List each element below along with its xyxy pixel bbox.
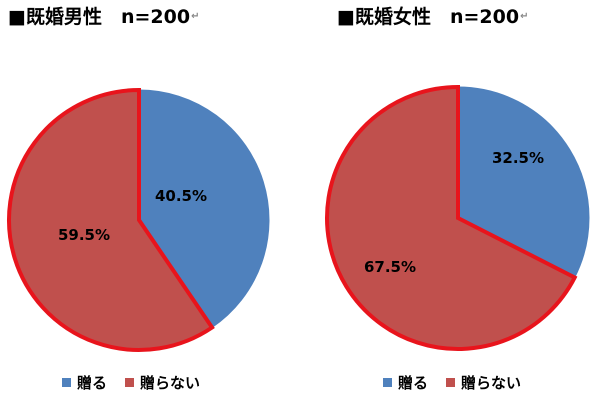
legend-label-give: 贈る (77, 374, 108, 392)
chart-panel-married-women: ■既婚女性 n=200↵ 32.5% 67.5% 贈る 贈らない (297, 0, 594, 400)
legend-label-give: 贈る (398, 374, 429, 392)
return-mark-icon: ↵ (520, 11, 529, 22)
legend-swatch-give (62, 378, 71, 387)
pie-chart-women: 32.5% 67.5% (325, 84, 590, 351)
data-label-not-give: 59.5% (58, 226, 110, 244)
legend-item-give: 贈る (383, 372, 428, 393)
legend-item-not-give: 贈らない (446, 372, 521, 393)
chart-panel-married-men: ■既婚男性 n=200↵ 40.5% 59.5% 贈る 贈らない (0, 0, 297, 400)
legend-swatch-not-give (446, 378, 456, 387)
chart-title-text: ■既婚男性 n=200 (8, 6, 191, 28)
chart-title: ■既婚男性 n=200↵ (8, 4, 199, 30)
legend: 贈る 贈らない (383, 372, 539, 393)
legend: 贈る 贈らない (62, 372, 218, 393)
pie-slice-not-give (325, 84, 578, 351)
legend-label-not-give: 贈らない (140, 374, 201, 392)
return-mark-icon: ↵ (191, 11, 200, 22)
data-label-not-give: 67.5% (364, 258, 416, 276)
pie-chart-men: 40.5% 59.5% (7, 87, 270, 352)
data-label-give: 32.5% (492, 149, 544, 167)
legend-label-not-give: 贈らない (461, 374, 522, 392)
legend-swatch-give (383, 378, 392, 387)
pie-slice-give (138, 89, 270, 329)
chart-title: ■既婚女性 n=200↵ (337, 4, 528, 30)
pie-slice-not-give (7, 87, 215, 352)
data-label-give: 40.5% (155, 187, 207, 205)
legend-swatch-not-give (125, 378, 135, 387)
legend-item-give: 贈る (62, 372, 107, 393)
legend-item-not-give: 贈らない (125, 372, 200, 393)
chart-title-text: ■既婚女性 n=200 (337, 6, 520, 28)
pie-slice-give (457, 86, 590, 279)
